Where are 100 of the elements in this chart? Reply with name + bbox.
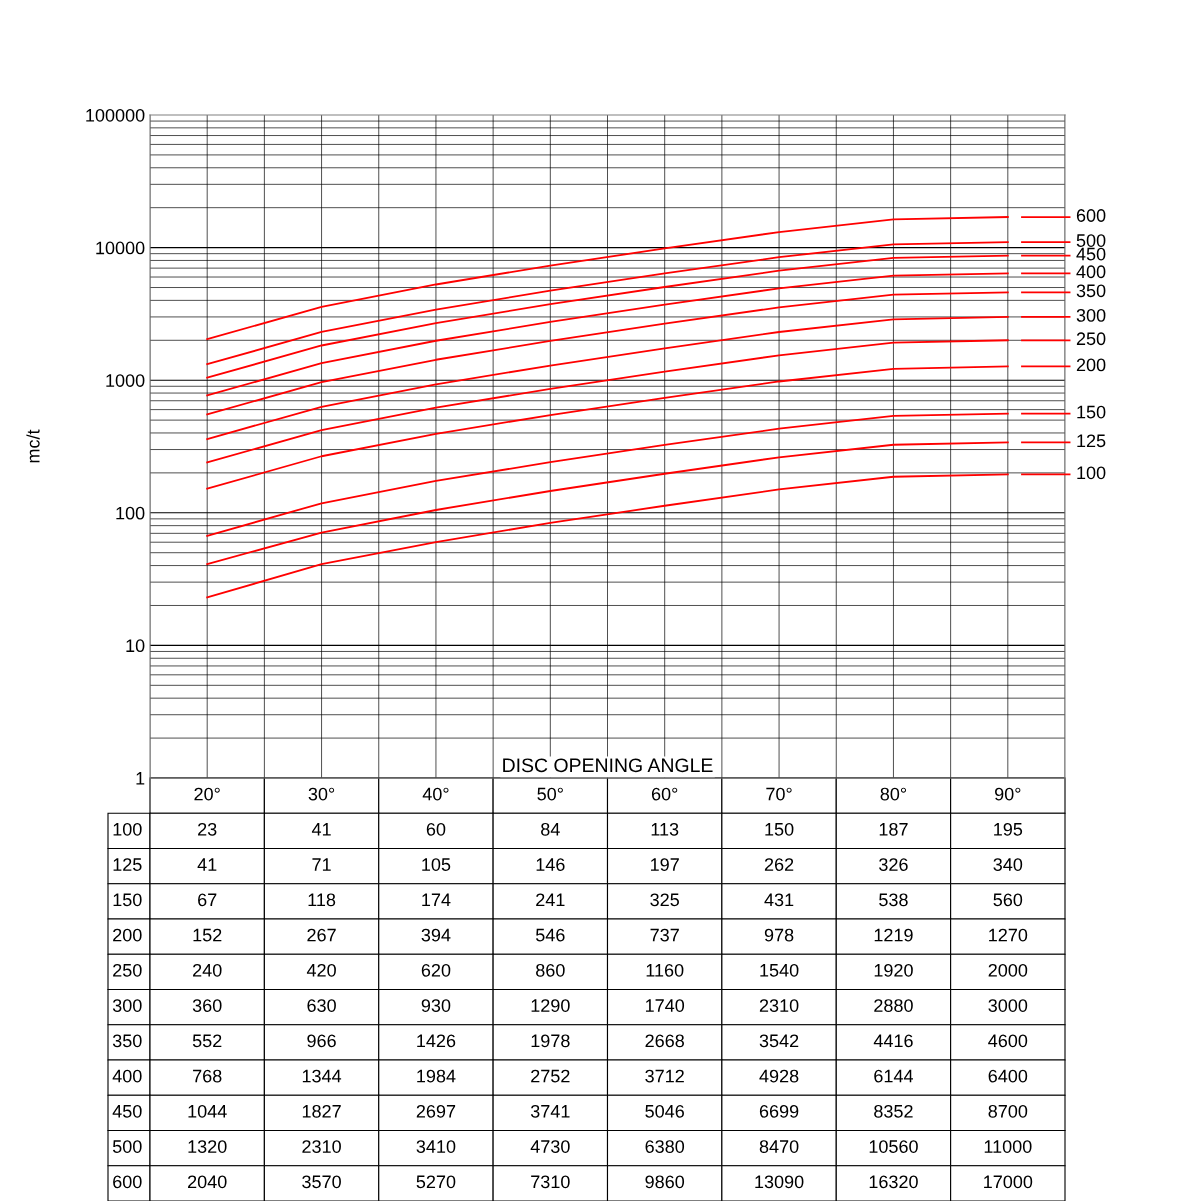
data-label: 6400 (988, 1069, 1028, 1083)
data-label: 3410 (416, 1140, 456, 1153)
data-label: 267 (307, 928, 336, 942)
data-label: 195 (994, 822, 1023, 836)
data-label: 11000 (984, 1140, 1032, 1153)
data-label: 737 (650, 928, 679, 942)
data-label: 978 (764, 928, 794, 942)
data-label: 2697 (416, 1104, 456, 1118)
y-tick-label: 10 (126, 639, 145, 653)
data-label: 431 (764, 893, 794, 907)
x-axis-title: DISC OPENING ANGLE (503, 758, 713, 773)
data-label: 4928 (759, 1069, 799, 1083)
line-series (206, 316, 1009, 440)
data-label: 187 (879, 822, 908, 836)
x-tick-label: 50° (537, 787, 563, 801)
data-label: 4416 (873, 1034, 913, 1048)
legend-label: 300 (1076, 308, 1106, 322)
text: 600 (113, 1175, 142, 1189)
line-series (206, 473, 1009, 599)
y-tick-label: 100000 (86, 108, 145, 122)
data-label: 860 (536, 963, 565, 977)
data-label: 326 (879, 858, 908, 871)
legend-label: 600 (1076, 209, 1106, 222)
data-label: 2752 (531, 1069, 570, 1083)
data-label: 1978 (531, 1034, 570, 1048)
data-label: 1290 (531, 999, 570, 1012)
data-label: 546 (535, 928, 565, 942)
data-label: 1344 (302, 1069, 342, 1083)
data-label: 1920 (874, 963, 913, 977)
text: 450 (112, 1104, 142, 1118)
data-label: 262 (764, 858, 794, 871)
data-label: 8352 (874, 1104, 913, 1118)
legend-label: 250 (1076, 332, 1106, 346)
legend-label: 100 (1077, 466, 1106, 480)
data-label: 325 (650, 893, 679, 907)
line-series (206, 291, 1009, 416)
text: 300 (112, 999, 142, 1012)
data-label: 560 (993, 893, 1023, 907)
data-label: 1426 (417, 1034, 456, 1048)
x-tick-label: 90° (995, 787, 1021, 801)
data-label: 71 (312, 858, 331, 871)
data-label: 1827 (302, 1104, 341, 1118)
data-label: 360 (192, 999, 222, 1012)
legend-label: 500 (1076, 234, 1106, 247)
data-label: 3741 (530, 1104, 570, 1118)
data-label: 1984 (417, 1069, 456, 1083)
x-tick-label: 30° (308, 787, 335, 801)
y-tick-label: 10000 (96, 241, 145, 255)
data-label: 67 (198, 893, 217, 907)
data-label: 6699 (759, 1104, 799, 1118)
x-tick-label: 20° (194, 787, 220, 801)
text: 500 (112, 1140, 142, 1153)
data-label: 240 (193, 963, 222, 977)
data-label: 4730 (530, 1140, 570, 1153)
data-label: 2310 (759, 999, 799, 1012)
line-series (206, 365, 1009, 490)
data-label: 620 (421, 963, 451, 977)
x-tick-label: 60° (651, 787, 678, 801)
data-label: 2310 (302, 1140, 341, 1153)
y-tick-label: 1 (136, 772, 145, 785)
data-label: 6380 (645, 1140, 685, 1153)
data-label: 7310 (531, 1175, 570, 1189)
data-label: 10560 (869, 1140, 918, 1153)
x-tick-label: 80° (880, 787, 907, 801)
data-label: 2880 (874, 999, 913, 1012)
text: 400 (112, 1069, 142, 1083)
data-label: 84 (541, 822, 560, 836)
data-label: 6144 (874, 1069, 913, 1083)
legend-label: 350 (1076, 284, 1106, 298)
x-tick-label: 40° (422, 787, 449, 801)
legend-label: 450 (1076, 247, 1106, 261)
data-label: 538 (879, 893, 908, 907)
data-label: 2668 (645, 1034, 684, 1048)
data-label: 966 (307, 1034, 336, 1048)
data-label: 394 (421, 928, 451, 942)
y-axis-title: mc/t (26, 429, 40, 463)
data-label: 420 (306, 963, 336, 977)
legend-label: 400 (1076, 265, 1106, 279)
data-label: 41 (197, 858, 217, 871)
text: 125 (113, 858, 142, 871)
data-label: 16320 (869, 1175, 918, 1189)
data-label: 113 (651, 822, 679, 836)
data-label: 630 (307, 999, 336, 1012)
data-label: 60 (426, 822, 446, 836)
data-label: 2040 (188, 1175, 227, 1189)
data-label: 23 (198, 822, 217, 836)
line-series (206, 339, 1009, 464)
y-tick-label: 100 (116, 506, 145, 520)
data-label: 152 (193, 928, 222, 942)
y-tick-label: 1000 (106, 374, 145, 387)
data-label: 340 (993, 858, 1023, 871)
data-label: 768 (193, 1069, 222, 1083)
line-series (206, 441, 1009, 566)
data-label: 41 (311, 823, 331, 836)
data-label: 17000 (984, 1175, 1033, 1189)
data-label: 197 (651, 858, 679, 871)
data-label: 3542 (759, 1034, 799, 1048)
line-series (206, 272, 1009, 397)
data-label: 13090 (755, 1175, 804, 1189)
data-label: 150 (765, 822, 794, 836)
